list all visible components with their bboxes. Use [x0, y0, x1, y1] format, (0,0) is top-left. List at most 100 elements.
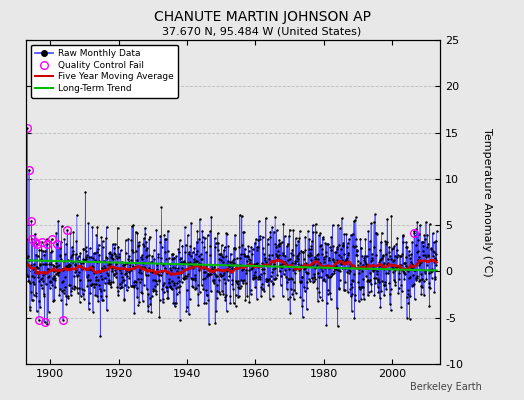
Point [53, 268, 62, 275]
Point [143, 253, 151, 259]
Point [305, 263, 314, 270]
Point [338, 265, 346, 272]
Point [349, 278, 357, 284]
Point [122, 250, 130, 256]
Point [261, 255, 269, 261]
Point [23, 271, 31, 278]
Point [165, 278, 173, 285]
Point [190, 256, 198, 263]
Point [321, 253, 330, 260]
Point [63, 293, 72, 299]
Point [70, 272, 78, 279]
Point [145, 265, 154, 272]
Point [35, 278, 43, 284]
Point [67, 288, 75, 294]
Point [242, 270, 250, 277]
Point [268, 268, 277, 275]
Point [94, 298, 102, 304]
Point [413, 248, 422, 254]
Point [339, 242, 347, 249]
Point [289, 251, 297, 258]
Point [130, 282, 139, 289]
Point [173, 284, 182, 290]
Point [332, 266, 340, 272]
Point [222, 253, 230, 260]
Point [37, 276, 45, 282]
Point [77, 264, 85, 270]
Point [205, 252, 214, 258]
Point [182, 274, 190, 281]
Point [126, 282, 135, 289]
Point [395, 270, 403, 276]
Point [371, 280, 379, 286]
Point [205, 267, 213, 273]
Point [359, 257, 368, 264]
Point [183, 266, 192, 272]
Point [88, 266, 96, 273]
Point [138, 256, 146, 262]
Point [147, 259, 155, 265]
Point [259, 285, 267, 292]
Point [263, 278, 271, 284]
Point [245, 267, 253, 273]
Point [197, 256, 205, 262]
Point [256, 233, 264, 239]
Point [236, 262, 245, 268]
Point [287, 286, 295, 292]
Point [312, 264, 321, 270]
Point [313, 252, 321, 258]
Point [291, 290, 300, 296]
Point [310, 256, 319, 262]
Point [198, 282, 206, 288]
Point [261, 215, 270, 221]
Point [206, 271, 215, 278]
Point [219, 254, 227, 260]
Point [246, 291, 255, 298]
Point [354, 279, 363, 286]
Point [311, 254, 319, 260]
Point [368, 266, 377, 272]
Point [340, 231, 348, 237]
Point [117, 274, 126, 280]
Point [111, 250, 119, 257]
Point [41, 281, 50, 288]
Point [176, 316, 184, 323]
Point [194, 291, 202, 298]
Point [289, 267, 297, 273]
Point [176, 237, 184, 243]
Point [168, 286, 177, 292]
Point [314, 256, 322, 262]
Point [391, 279, 399, 285]
Point [407, 259, 415, 266]
Point [95, 282, 103, 288]
Point [268, 252, 276, 258]
Point [214, 230, 222, 236]
Point [30, 239, 39, 245]
Point [395, 267, 403, 273]
Point [407, 260, 416, 267]
Point [131, 264, 139, 270]
Point [96, 268, 104, 275]
Point [120, 296, 128, 303]
Point [343, 244, 352, 251]
Point [255, 218, 263, 225]
Point [333, 323, 342, 329]
Point [405, 252, 413, 258]
Point [365, 278, 373, 284]
Point [217, 256, 225, 263]
Point [418, 276, 426, 283]
Point [383, 239, 391, 245]
Point [55, 268, 63, 275]
Point [303, 270, 311, 276]
Point [58, 288, 66, 294]
Point [276, 282, 285, 288]
Point [146, 301, 154, 308]
Point [253, 247, 261, 253]
Point [117, 284, 125, 290]
Point [162, 270, 171, 277]
Point [112, 273, 120, 280]
Point [154, 271, 162, 277]
Point [25, 166, 33, 173]
Point [215, 256, 224, 262]
Point [91, 292, 100, 298]
